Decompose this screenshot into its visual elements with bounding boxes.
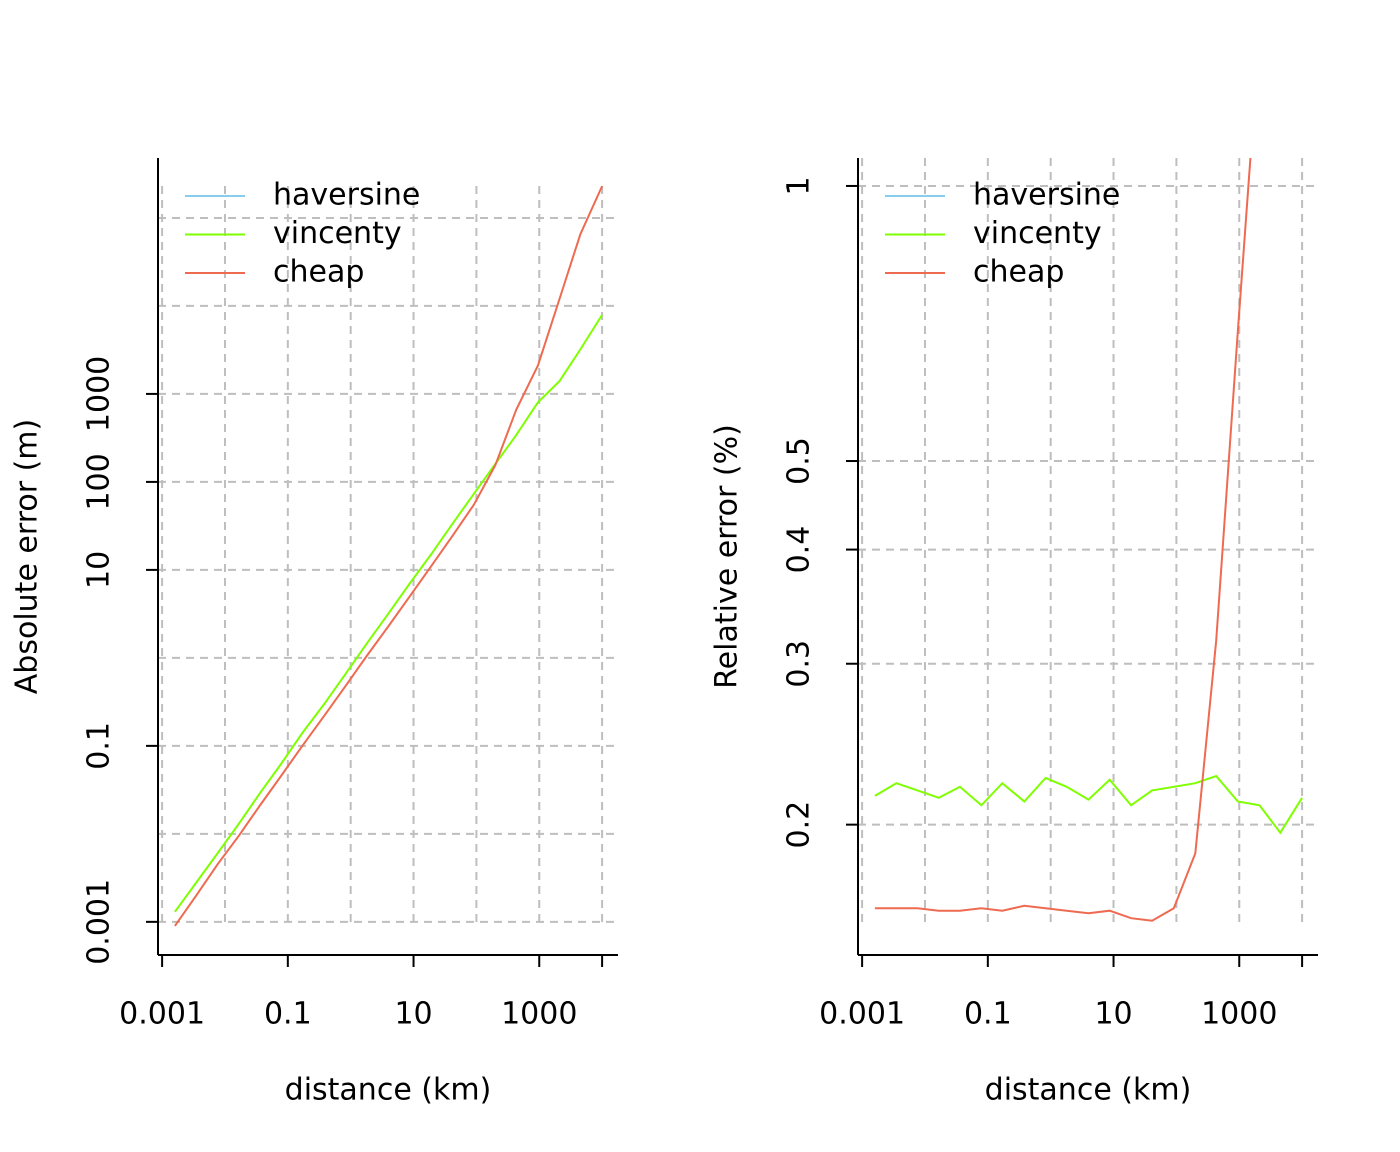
x-tick-label: 10 [1094, 997, 1132, 1032]
y-tick-label: 0.5 [782, 437, 817, 485]
y-tick-label: 0.2 [782, 801, 817, 849]
y-axis-label: Relative error (%) [710, 424, 745, 689]
y-tick-label: 10 [82, 551, 117, 589]
plot-area [174, 185, 604, 927]
y-tick-label: 0.1 [82, 722, 117, 770]
x-tick-label: 10 [394, 997, 432, 1032]
y-axis-label: Absolute error (m) [10, 419, 45, 694]
y-tick-label: 1000 [82, 356, 117, 432]
series-line [874, 158, 1252, 922]
x-tick-label: 1000 [1201, 997, 1277, 1032]
plot-area [874, 158, 1303, 922]
x-tick-label: 0.001 [819, 997, 905, 1032]
y-tick-label: 100 [82, 453, 117, 510]
y-tick-label: 0.3 [782, 640, 817, 688]
legend-label: vincenty [973, 216, 1102, 251]
y-tick-label: 0.001 [82, 879, 117, 965]
x-tick-label: 0.1 [964, 997, 1012, 1032]
legend-label: haversine [973, 178, 1120, 213]
x-tick-label: 0.001 [119, 997, 205, 1032]
series-line [174, 185, 604, 927]
x-axis-label: distance (km) [285, 1073, 492, 1108]
series-line [174, 314, 603, 913]
series-line [874, 774, 1303, 835]
legend-label: cheap [273, 255, 364, 290]
y-tick-label: 1 [782, 176, 817, 195]
y-tick-label: 0.4 [782, 526, 817, 574]
legend-label: vincenty [273, 216, 402, 251]
x-axis-label: distance (km) [985, 1073, 1192, 1108]
x-tick-label: 1000 [501, 997, 577, 1032]
legend-label: haversine [273, 178, 420, 213]
x-tick-label: 0.1 [264, 997, 312, 1032]
legend-label: cheap [973, 255, 1064, 290]
